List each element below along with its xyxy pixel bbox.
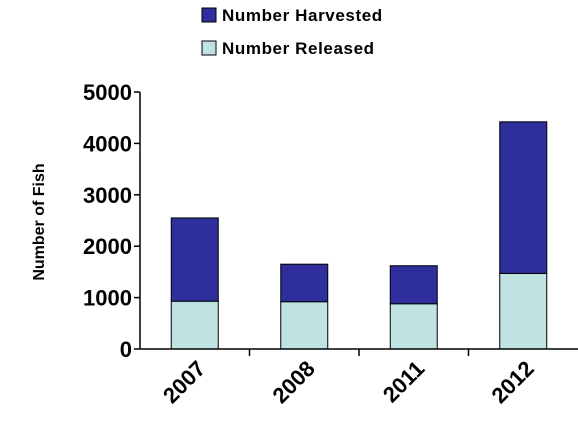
y-tick-label-0: 0 xyxy=(120,337,132,362)
y-tick-label-5000: 5000 xyxy=(83,80,132,105)
bar-number-harvested-2007 xyxy=(170,217,219,302)
bar-number-released-2007 xyxy=(170,300,219,350)
x-tick-label-2011: 2011 xyxy=(378,356,429,407)
y-axis-label: Number of Fish xyxy=(31,163,48,280)
legend-label-number-harvested: Number Harvested xyxy=(222,6,383,25)
y-tick-label-3000: 3000 xyxy=(83,183,132,208)
x-tick-label-2007: 2007 xyxy=(158,356,210,408)
bar-number-harvested-2008 xyxy=(280,263,329,303)
bar-number-released-2012 xyxy=(499,272,548,350)
legend-swatch-number-harvested xyxy=(201,7,217,23)
y-tick-label-4000: 4000 xyxy=(83,131,132,156)
legend: Number Harvested Number Released xyxy=(201,6,383,58)
x-tick-label-2012: 2012 xyxy=(486,356,538,408)
bars xyxy=(170,121,548,350)
bar-number-released-2008 xyxy=(280,301,329,350)
legend-label-number-released: Number Released xyxy=(222,39,375,58)
bar-number-released-2011 xyxy=(389,303,438,350)
y-tick-label-2000: 2000 xyxy=(83,234,132,259)
y-tick-label-1000: 1000 xyxy=(83,286,132,311)
legend-swatch-number-released xyxy=(201,40,217,56)
bar-number-harvested-2011 xyxy=(389,265,438,305)
bar-number-harvested-2012 xyxy=(499,121,548,274)
x-tick-label-2008: 2008 xyxy=(267,356,319,408)
